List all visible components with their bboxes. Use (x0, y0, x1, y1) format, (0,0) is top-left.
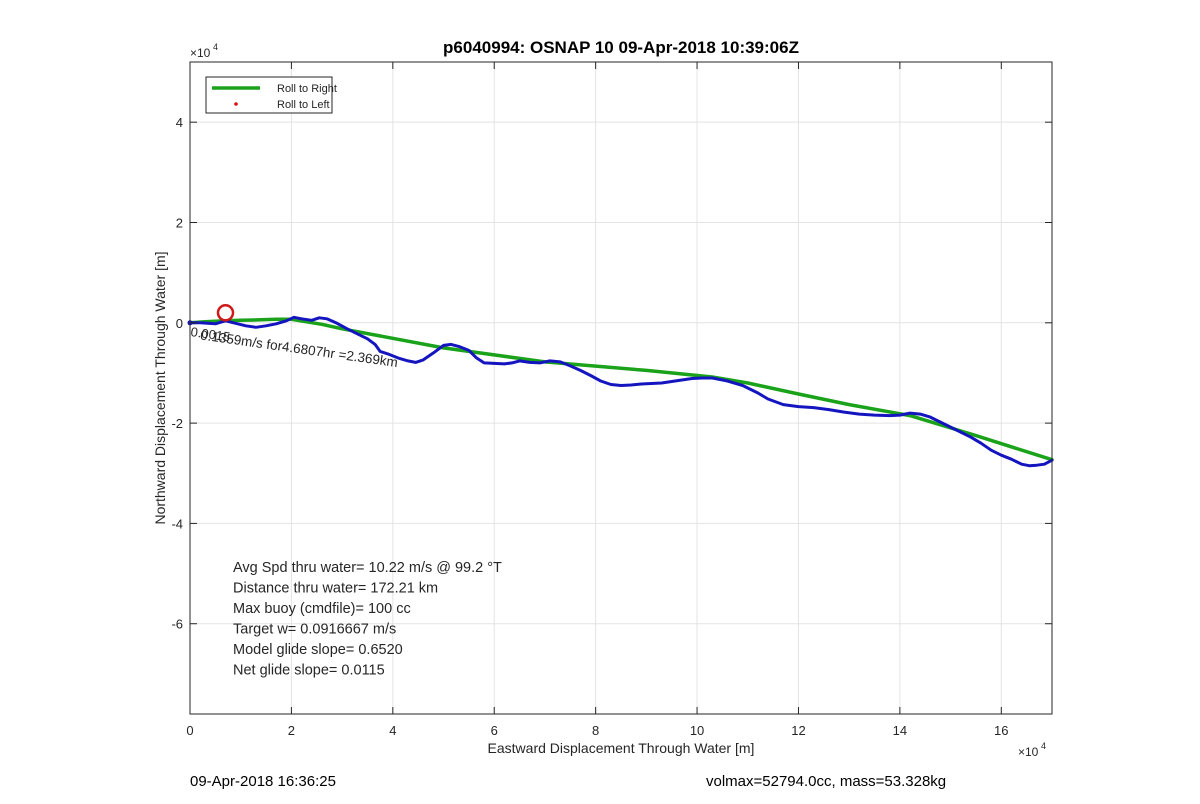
stats-line: Net glide slope= 0.0115 (233, 663, 385, 679)
x-axis-label: Eastward Displacement Through Water [m] (488, 740, 755, 756)
series-line-track (188, 315, 1054, 468)
legend-box (205, 76, 333, 114)
overlap-annotation: 0.0015 (190, 324, 231, 344)
y-tick-label: 4 (176, 115, 183, 130)
start-marker (216, 304, 235, 322)
x-tick-label: 2 (288, 723, 295, 738)
legend-swatch-dot (234, 102, 238, 106)
stats-line: Model glide slope= 0.6520 (233, 642, 403, 658)
series-layer (187, 304, 1054, 468)
legend-label: Roll to Left (277, 99, 330, 111)
x-tick-label: 16 (994, 723, 1008, 738)
y-axis-label: Northward Displacement Through Water [m] (152, 251, 168, 524)
x-tick-label: 0 (186, 723, 193, 738)
stats-line: Max buoy (cmdfile)= 100 cc (233, 601, 411, 617)
x-tick-label: 4 (389, 723, 396, 738)
x-tick-label: 8 (592, 723, 599, 738)
y-tick-label: 2 (176, 215, 183, 230)
y-tick-label: -2 (171, 416, 183, 431)
y-exponent-label: ×10 (190, 46, 211, 60)
stats-line: Avg Spd thru water= 10.22 m/s @ 99.2 °T (233, 560, 502, 576)
x-tick-label: 6 (491, 723, 498, 738)
x-exponent-label: ×10 (1018, 745, 1039, 759)
footer-vehicle-info: volmax=52794.0cc, mass=53.328kg (706, 773, 947, 790)
stats-line: Distance thru water= 172.21 km (233, 581, 438, 597)
x-tick-label: 10 (690, 723, 704, 738)
x-tick-label: 12 (791, 723, 805, 738)
legend: Roll to Right Roll to Left (205, 76, 337, 114)
y-exponent-power: 4 (213, 42, 218, 52)
y-tick-label: 0 (176, 316, 183, 331)
series-line-roll-to-right (188, 317, 1054, 462)
grid (190, 62, 1052, 714)
y-tick-label: -4 (171, 516, 183, 531)
x-tick-label: 14 (893, 723, 907, 738)
legend-label: Roll to Right (277, 83, 337, 95)
stats-line: Target w= 0.0916667 m/s (233, 622, 396, 638)
y-tick-label: -6 (171, 617, 183, 632)
plot-frame (189, 61, 1053, 715)
footer-timestamp: 09-Apr-2018 16:36:25 (190, 773, 336, 790)
x-exponent-power: 4 (1041, 741, 1046, 751)
chart-title: p6040994: OSNAP 10 09-Apr-2018 10:39:06Z (443, 38, 799, 57)
